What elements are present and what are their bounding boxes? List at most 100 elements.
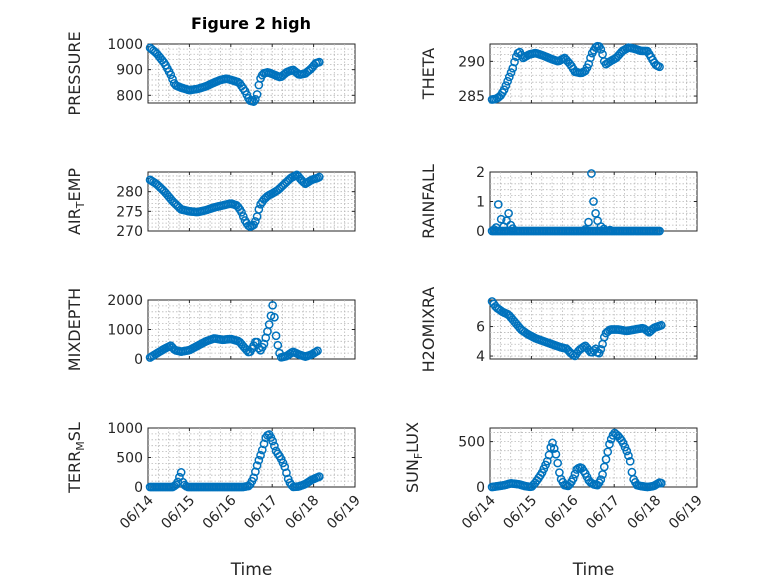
subplot-mixdepth: 0 1000 2000 MIXDEPTH bbox=[65, 288, 356, 371]
data-point bbox=[173, 477, 183, 487]
data-point bbox=[313, 346, 322, 356]
data-point bbox=[166, 70, 176, 80]
y-axis-label: RAINFALL bbox=[419, 164, 438, 239]
y-tick-label: 6 bbox=[476, 320, 485, 336]
x-tick-label: 06/15 bbox=[158, 493, 198, 533]
data-points bbox=[145, 43, 324, 106]
figure-title: Figure 2 high bbox=[191, 14, 311, 33]
data-point bbox=[254, 205, 264, 214]
data-point bbox=[314, 172, 324, 182]
data-point bbox=[589, 197, 598, 206]
y-tick-label: 285 bbox=[458, 89, 485, 105]
data-point bbox=[551, 449, 561, 459]
subplot-sun_flux: 0 500 06/14 06/15 06/16 06/17 06/18 06/19 Time SU… bbox=[403, 422, 706, 580]
x-tick-label: 06/18 bbox=[283, 493, 323, 533]
y-tick-label: 0 bbox=[476, 224, 485, 240]
data-point bbox=[508, 224, 518, 233]
subplot-rainfall: 0 1 2 RAINFALL bbox=[419, 164, 698, 240]
data-point bbox=[510, 57, 519, 67]
x-tick-label: 06/19 bbox=[324, 493, 364, 533]
subplot-h2omixra: 4 6 H2OMIXRA bbox=[419, 287, 698, 373]
y-axis-label: AIRTEMP bbox=[65, 168, 87, 235]
y-tick-label: 280 bbox=[116, 185, 143, 201]
y-tick-label: 500 bbox=[116, 451, 143, 467]
data-point bbox=[252, 90, 262, 99]
data-point bbox=[270, 441, 279, 451]
subplot-pressure: 800 900 1000 PRESSURE bbox=[65, 31, 356, 116]
y-tick-label: 1 bbox=[476, 195, 485, 211]
data-point bbox=[237, 207, 246, 217]
data-point bbox=[503, 76, 512, 86]
x-tick-label: 06/14 bbox=[117, 492, 157, 532]
y-tick-label: 500 bbox=[458, 435, 485, 451]
data-point bbox=[591, 43, 601, 52]
subplot-theta: 285 290 THETA bbox=[419, 41, 698, 105]
data-point bbox=[251, 217, 260, 226]
y-axis-label: THETA bbox=[419, 48, 438, 100]
data-point bbox=[499, 85, 509, 95]
data-point bbox=[549, 444, 559, 453]
data-point bbox=[504, 72, 514, 82]
data-point bbox=[256, 450, 265, 460]
y-tick-label: 275 bbox=[116, 204, 143, 220]
y-tick-label: 900 bbox=[116, 63, 143, 79]
data-point bbox=[264, 320, 274, 329]
data-points bbox=[487, 169, 664, 236]
y-tick-label: 0 bbox=[134, 480, 143, 496]
x-tick-label: 06/14 bbox=[459, 492, 499, 532]
y-tick-label: 4 bbox=[476, 349, 485, 365]
data-point bbox=[605, 439, 614, 449]
x-tick-label: 06/17 bbox=[241, 493, 281, 533]
data-point bbox=[168, 74, 177, 84]
data-point bbox=[314, 57, 324, 67]
data-point bbox=[580, 225, 590, 234]
data-point bbox=[599, 224, 609, 234]
y-axis-label: TERRMSL bbox=[65, 422, 87, 494]
y-tick-label: 800 bbox=[116, 88, 143, 104]
x-axis-label: Time bbox=[230, 560, 273, 580]
y-tick-label: 0 bbox=[476, 480, 485, 496]
data-point bbox=[587, 169, 596, 178]
data-points bbox=[487, 297, 666, 361]
grid-lines bbox=[490, 172, 697, 231]
data-point bbox=[268, 300, 277, 310]
data-point bbox=[176, 468, 186, 477]
data-points bbox=[145, 430, 324, 492]
subplot-air_temp: 270 275 280 AIRTEMP bbox=[65, 168, 356, 240]
data-point bbox=[496, 214, 506, 224]
data-point bbox=[584, 217, 593, 227]
data-point bbox=[596, 475, 606, 484]
data-point bbox=[249, 97, 259, 106]
y-tick-label: 2000 bbox=[107, 293, 143, 309]
data-points bbox=[487, 428, 666, 492]
data-point bbox=[270, 312, 279, 322]
data-point bbox=[656, 320, 666, 330]
data-point bbox=[656, 478, 666, 488]
data-point bbox=[251, 94, 260, 104]
y-axis-label: H2OMIXRA bbox=[419, 287, 438, 373]
data-point bbox=[624, 451, 633, 461]
data-point bbox=[271, 331, 281, 341]
y-tick-label: 270 bbox=[116, 224, 143, 240]
data-point bbox=[238, 212, 248, 221]
y-tick-label: 1000 bbox=[107, 37, 143, 53]
data-point bbox=[655, 62, 664, 72]
y-axis-label: SUNFLUX bbox=[403, 422, 425, 493]
data-point bbox=[625, 456, 635, 466]
data-point bbox=[643, 326, 652, 336]
data-point bbox=[314, 472, 324, 481]
data-point bbox=[553, 458, 563, 468]
data-point bbox=[268, 436, 277, 446]
data-point bbox=[501, 81, 511, 90]
x-tick-label: 06/16 bbox=[542, 492, 582, 532]
data-point bbox=[506, 68, 516, 77]
data-point bbox=[596, 45, 606, 54]
data-points bbox=[145, 170, 324, 232]
data-points bbox=[145, 300, 322, 362]
x-tick-label: 06/15 bbox=[500, 493, 540, 533]
data-point bbox=[586, 53, 595, 63]
data-points bbox=[487, 41, 664, 104]
data-point bbox=[504, 208, 513, 218]
x-tick-label: 06/16 bbox=[200, 492, 240, 532]
y-axis-label: PRESSURE bbox=[65, 31, 84, 115]
